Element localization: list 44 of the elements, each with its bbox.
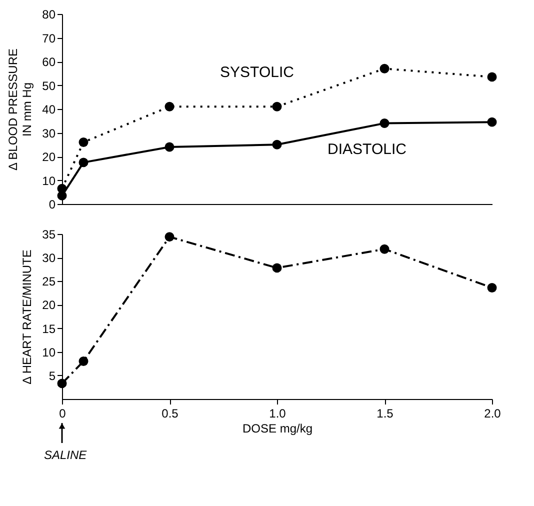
point [57, 190, 67, 200]
point [78, 356, 88, 366]
point [272, 102, 282, 112]
y-tick-label: 20 [42, 298, 56, 312]
x-tick-label: 0 [59, 406, 66, 420]
point [272, 140, 282, 150]
y-tick-label: 0 [48, 198, 56, 212]
point [380, 244, 390, 254]
y-tick-label: 10 [42, 174, 56, 188]
y-tick-label: 80 [42, 8, 56, 22]
y-tick-label: 30 [42, 251, 56, 266]
point [164, 232, 174, 242]
y-axis-title: Δ HEART RATE/MINUTE [20, 250, 34, 384]
point [57, 378, 67, 388]
y-tick-label: 20 [42, 150, 56, 164]
point [487, 283, 497, 292]
x-axis-title: DOSE mg/kg [242, 422, 313, 436]
y-tick-label: 5 [48, 368, 56, 383]
x-tick-label: 2.0 [484, 406, 502, 420]
point [380, 64, 390, 74]
point [487, 72, 497, 82]
point [78, 158, 88, 168]
point [380, 118, 390, 128]
y-tick-label: 25 [42, 274, 56, 289]
y-tick-label: 40 [42, 102, 56, 116]
annotation: SALINE [44, 448, 88, 462]
series-label: DIASTOLIC [328, 141, 407, 158]
y-tick-label: 60 [42, 55, 56, 69]
y-axis-title: Δ BLOOD PRESSURE IN mm Hg [6, 48, 34, 171]
series-label: SYSTOLIC [220, 64, 294, 81]
y-tick-label: 30 [42, 126, 56, 140]
point [164, 142, 174, 152]
point [78, 138, 88, 147]
y-tick-label: 35 [42, 228, 56, 242]
point [272, 263, 282, 273]
y-tick-label: 70 [42, 31, 56, 46]
x-tick-label: 1.0 [269, 406, 286, 420]
x-tick-label: 1.5 [376, 406, 394, 420]
x-tick-label: 0.5 [162, 406, 179, 420]
y-tick-label: 15 [42, 322, 56, 336]
point [164, 102, 174, 112]
y-tick-label: 10 [42, 345, 56, 360]
y-tick-label: 50 [42, 78, 56, 93]
point [487, 117, 497, 127]
